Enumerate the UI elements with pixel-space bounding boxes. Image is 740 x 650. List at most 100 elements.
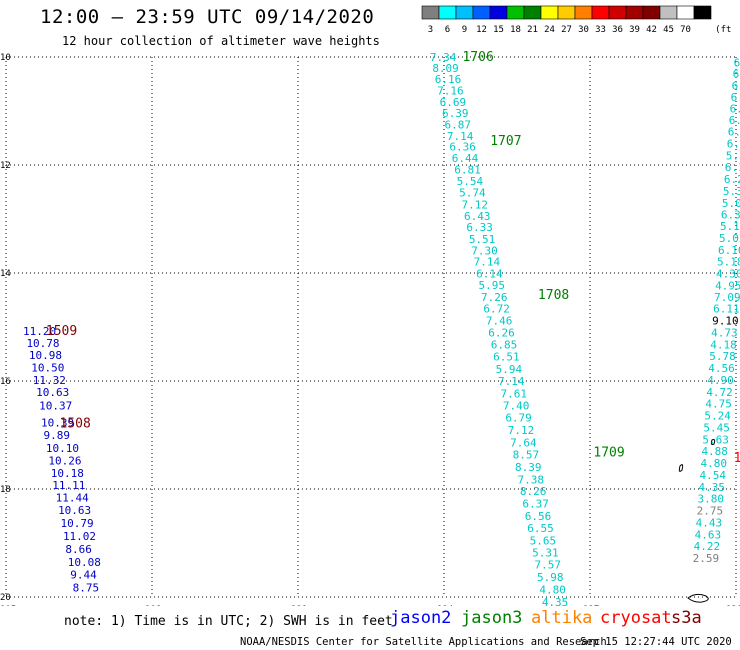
wave-height-value: 6.74 bbox=[727, 137, 740, 150]
wave-height-value: 6.27 bbox=[731, 91, 740, 104]
page-subtitle: 12 hour collection of altimeter wave hei… bbox=[62, 34, 380, 48]
wave-height-value: 7.12 bbox=[508, 424, 534, 437]
wave-height-value: 7.57 bbox=[535, 559, 562, 572]
legend-swatch bbox=[438, 5, 457, 20]
wave-height-value: 7.34 bbox=[430, 51, 457, 64]
coastline-outline bbox=[678, 439, 716, 603]
legend-label: 18 bbox=[510, 25, 521, 35]
map-grid bbox=[5, 56, 737, 598]
legend-label: 45 bbox=[663, 25, 674, 35]
map-plot: 105108111114117120101214161820 11.2010.7… bbox=[0, 50, 740, 606]
wave-height-value: 6.69 bbox=[440, 96, 467, 109]
wave-height-value: 4.73 bbox=[711, 326, 738, 339]
legend-label: 3 bbox=[428, 25, 433, 35]
wave-height-value: 5.19 bbox=[720, 220, 740, 233]
wave-height-value: 5.45 bbox=[703, 421, 730, 434]
track-jason2-west: 11.2010.7810.9810.5011.3210.6310.3710.39… bbox=[23, 324, 101, 595]
wave-height-value: 6.81 bbox=[454, 163, 481, 176]
lat-tick-label: 12 bbox=[0, 161, 11, 171]
satellite-altika: altika bbox=[531, 608, 593, 628]
wave-height-value: 6.51 bbox=[493, 351, 520, 364]
legend-swatch bbox=[557, 5, 576, 20]
legend-swatch bbox=[659, 5, 678, 20]
wave-height-value: 5.54 bbox=[457, 175, 484, 188]
satellite-jason3: jason3 bbox=[461, 608, 523, 628]
wave-height-value: 10.79 bbox=[61, 517, 94, 530]
wave-height-value: 9.10 bbox=[712, 315, 739, 328]
wave-height-value: 4.80 bbox=[700, 457, 727, 470]
legend-label: 27 bbox=[561, 25, 572, 35]
wave-height-value: 10.39 bbox=[41, 417, 74, 430]
satellite-s3a: s3a bbox=[671, 608, 702, 628]
wave-height-value: 4.35 bbox=[699, 481, 726, 494]
wave-height-value: 2.75 bbox=[697, 505, 724, 518]
wave-height-value: 11.44 bbox=[56, 492, 89, 505]
lon-tick-label: 117 bbox=[583, 605, 599, 606]
wave-height-value: 6.37 bbox=[522, 498, 549, 511]
wave-height-value: 6.55 bbox=[527, 522, 554, 535]
wave-height-value: 4.54 bbox=[700, 469, 727, 482]
wave-height-value: 6.85 bbox=[491, 338, 517, 351]
wave-height-value: 6.87 bbox=[444, 119, 471, 132]
wave-height-value: 7.40 bbox=[503, 399, 530, 412]
lon-tick-label: 108 bbox=[145, 605, 161, 606]
wave-height-value: 7.38 bbox=[517, 473, 544, 486]
legend-label: 24 bbox=[544, 25, 555, 35]
wave-height-value: 10.63 bbox=[36, 386, 69, 399]
wave-height-value: 4.35 bbox=[542, 596, 569, 606]
lon-tick-label: 105 bbox=[0, 605, 16, 606]
wave-height-value: 6.33 bbox=[466, 221, 493, 234]
legend-label: 21 bbox=[527, 25, 538, 35]
lat-tick-label: 14 bbox=[0, 269, 11, 279]
wave-height-value: 10.98 bbox=[29, 349, 62, 362]
wave-height-value: 6.43 bbox=[464, 210, 491, 223]
wave-height-value: 4.90 bbox=[707, 374, 734, 387]
wave-height-value: 4.75 bbox=[705, 398, 732, 411]
legend-swatch bbox=[540, 5, 559, 20]
legend-unit: (ft) bbox=[715, 25, 733, 35]
wave-height-value: 4.80 bbox=[539, 583, 566, 596]
wave-height-value: 7.64 bbox=[510, 437, 537, 450]
wave-height-value: 6.55 bbox=[730, 102, 740, 115]
wave-height-value: 5.51 bbox=[469, 233, 496, 246]
wave-height-value: 7.09 bbox=[714, 291, 740, 304]
wave-height-value: 3.80 bbox=[698, 493, 725, 506]
legend-swatch bbox=[591, 5, 610, 20]
wave-height-value: 4.72 bbox=[706, 386, 733, 399]
wave-height-value: 2.59 bbox=[693, 552, 720, 565]
wave-height-value: 9.44 bbox=[70, 568, 97, 581]
wave-height-value: 8.39 bbox=[515, 461, 542, 474]
legend-swatch bbox=[642, 5, 661, 20]
wave-height-value: 7.30 bbox=[471, 244, 498, 257]
legend-swatch bbox=[455, 5, 474, 20]
wave-height-value: 6.8 bbox=[734, 56, 740, 69]
footer: note: 1) Time is in UTC; 2) SWH is in fe… bbox=[0, 606, 740, 650]
wave-height-value: 7.12 bbox=[462, 198, 489, 211]
wave-height-value: 6.79 bbox=[505, 412, 532, 425]
wave-height-value: 8.09 bbox=[432, 62, 459, 75]
wave-height-value: 4.88 bbox=[701, 445, 728, 458]
legend-swatch bbox=[523, 5, 542, 20]
legend-label: 9 bbox=[462, 25, 467, 35]
legend-swatch bbox=[421, 5, 440, 20]
legend-label: 39 bbox=[629, 25, 640, 35]
legend-label: 6 bbox=[445, 25, 450, 35]
wave-height-value: 6.44 bbox=[452, 152, 479, 165]
wave-height-value: 7.14 bbox=[498, 375, 525, 388]
lon-tick-label: 120 bbox=[726, 605, 740, 606]
wave-height-value: 11.20 bbox=[23, 325, 56, 338]
wave-height-value: 10.50 bbox=[31, 362, 64, 375]
wave-height-value: 7.14 bbox=[447, 130, 474, 143]
wave-height-value: 6.03 bbox=[728, 126, 740, 139]
wave-height-value: 6.39 bbox=[442, 107, 469, 120]
wave-height-value: 7.26 bbox=[481, 291, 508, 304]
wave-height-value: 10.78 bbox=[26, 337, 59, 350]
lat-tick-label: 18 bbox=[0, 485, 11, 495]
track-jason3-middle: 7.348.096.167.166.696.396.877.146.366.44… bbox=[430, 50, 625, 606]
wave-height-value: 6.72 bbox=[483, 303, 510, 316]
pass-time-label: 1708 bbox=[538, 288, 569, 303]
legend-label: 33 bbox=[595, 25, 606, 35]
wave-height-value: 6.36 bbox=[449, 141, 476, 154]
wave-height-value: 5.08 bbox=[722, 197, 740, 210]
